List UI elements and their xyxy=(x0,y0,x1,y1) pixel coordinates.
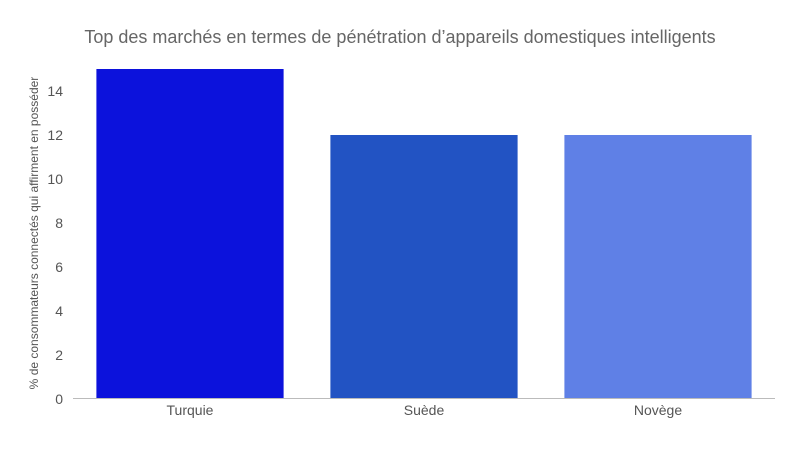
y-axis-label: % de consommateurs connectés qui affirme… xyxy=(27,77,41,390)
y-tick-label: 8 xyxy=(55,215,63,231)
bar-turquie[interactable] xyxy=(96,69,284,399)
x-tick-label: Suède xyxy=(404,402,445,418)
y-tick-label: 0 xyxy=(55,391,63,407)
chart-title: Top des marchés en termes de pénétration… xyxy=(84,27,715,47)
y-tick-label: 2 xyxy=(55,347,63,363)
bar-series xyxy=(96,69,752,399)
bar-suède[interactable] xyxy=(330,135,518,399)
y-tick-label: 4 xyxy=(55,303,63,319)
x-tick-label: Turquie xyxy=(167,402,214,418)
y-tick-label: 10 xyxy=(47,171,63,187)
x-axis-ticks: Turquie Suède Novège xyxy=(167,402,683,418)
bar-novège[interactable] xyxy=(564,135,752,399)
y-tick-label: 14 xyxy=(47,83,63,99)
y-tick-label: 6 xyxy=(55,259,63,275)
y-axis-ticks: 0 2 4 6 8 10 12 14 xyxy=(47,83,63,407)
y-tick-label: 12 xyxy=(47,127,63,143)
x-tick-label: Novège xyxy=(634,402,682,418)
